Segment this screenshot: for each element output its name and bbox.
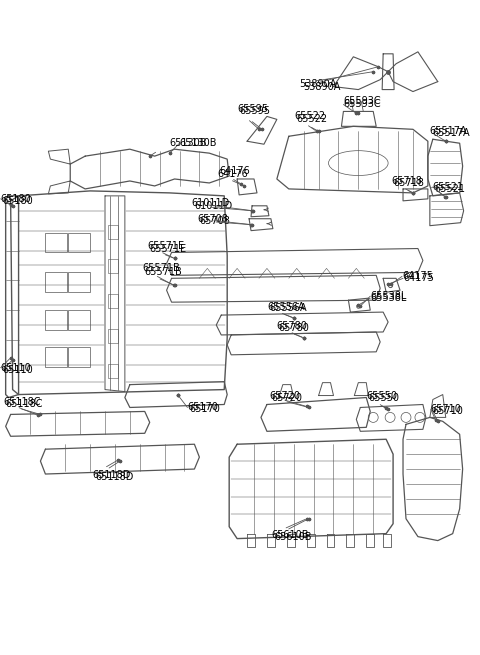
Text: 65550: 65550 (366, 390, 397, 401)
Text: 61011D: 61011D (192, 198, 229, 208)
Text: 65571E: 65571E (148, 240, 185, 251)
Text: 65556A: 65556A (267, 302, 304, 312)
Text: 65610B: 65610B (274, 532, 312, 542)
Text: 65118D: 65118D (95, 472, 133, 482)
Text: 65118C: 65118C (6, 400, 43, 409)
Bar (108, 225, 118, 238)
Text: 65595: 65595 (237, 104, 268, 115)
Bar (108, 294, 118, 308)
Text: 65550: 65550 (368, 392, 399, 403)
Text: 65610B: 65610B (271, 530, 309, 540)
Text: 65517A: 65517A (430, 126, 468, 136)
Text: 65130B: 65130B (169, 138, 207, 148)
Text: 65130B: 65130B (180, 138, 217, 148)
Text: 65571E: 65571E (150, 244, 187, 253)
Text: 65593C: 65593C (343, 100, 381, 109)
Text: 65710: 65710 (431, 404, 462, 415)
Text: 65595: 65595 (239, 106, 270, 117)
Text: 65720: 65720 (271, 392, 302, 403)
Bar (68, 233, 90, 252)
Text: 64175: 64175 (403, 273, 434, 284)
Bar (108, 259, 118, 273)
Bar (46, 233, 67, 252)
Text: 64175: 64175 (402, 271, 433, 282)
Text: 65118C: 65118C (4, 396, 41, 407)
Text: 65556A: 65556A (269, 303, 307, 313)
Text: 65180: 65180 (3, 196, 34, 206)
Text: 65110: 65110 (0, 363, 32, 373)
Text: 61011D: 61011D (194, 201, 233, 211)
Bar (68, 310, 90, 330)
Bar (46, 272, 67, 292)
Text: 65710: 65710 (433, 407, 464, 417)
Text: 65708: 65708 (197, 214, 228, 224)
Bar (68, 272, 90, 292)
Text: 65593C: 65593C (343, 96, 381, 107)
Bar (108, 364, 118, 378)
Text: 65110: 65110 (3, 365, 34, 375)
Text: 65180: 65180 (0, 194, 32, 204)
Text: 65718: 65718 (391, 176, 422, 186)
Text: 65538L: 65538L (370, 293, 407, 303)
Text: 65571B: 65571B (143, 263, 180, 273)
Text: 65170: 65170 (190, 404, 220, 415)
Text: 65720: 65720 (269, 390, 300, 401)
Text: 65780: 65780 (279, 323, 310, 333)
Text: 65522: 65522 (295, 111, 326, 121)
Bar (108, 329, 118, 343)
Text: 53890A: 53890A (299, 79, 336, 88)
Text: 64176: 64176 (219, 166, 250, 176)
Text: 65718: 65718 (393, 178, 424, 188)
Bar (46, 347, 67, 367)
Bar (68, 347, 90, 367)
Text: 65170: 65170 (188, 402, 218, 413)
Text: 65708: 65708 (199, 215, 230, 226)
Text: 65571B: 65571B (145, 267, 182, 277)
Text: 65780: 65780 (277, 321, 308, 331)
Text: 53890A: 53890A (304, 82, 341, 92)
Bar (46, 310, 67, 330)
Text: 65538L: 65538L (370, 291, 407, 301)
Text: 65522: 65522 (297, 115, 328, 124)
Text: 65118D: 65118D (92, 470, 131, 480)
Text: 64176: 64176 (217, 169, 248, 179)
Text: 65521: 65521 (433, 182, 464, 192)
Text: 65517A: 65517A (433, 128, 470, 138)
Text: 65521: 65521 (435, 184, 466, 194)
